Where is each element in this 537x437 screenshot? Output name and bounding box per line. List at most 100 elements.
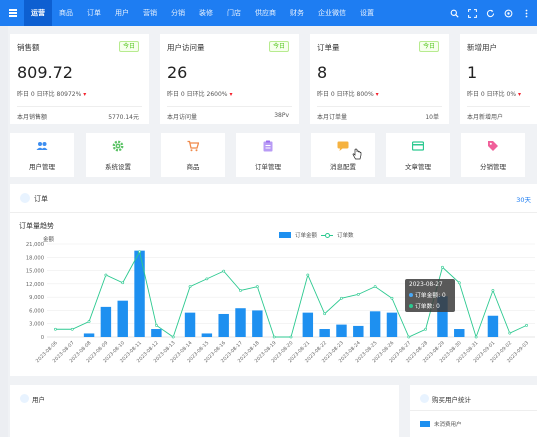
quick-link-label: 订单管理 — [255, 163, 281, 171]
quick-link-distribution[interactable]: 分销管理 — [461, 133, 525, 177]
quick-link-goods[interactable]: 商品 — [161, 133, 225, 177]
tooltip-value: 订单数: 0 — [415, 304, 440, 310]
y-tick-label: 0 — [41, 335, 44, 341]
search-icon[interactable] — [450, 9, 459, 18]
nav-item[interactable]: 营销 — [143, 9, 157, 17]
chart-line-point — [255, 285, 259, 289]
legend-label[interactable]: 订单金额 — [295, 233, 318, 239]
chart-bar — [319, 329, 330, 337]
chart-line-point — [188, 285, 192, 289]
card-icon — [412, 141, 424, 151]
nav-item[interactable]: 装修 — [199, 9, 213, 17]
nav-item[interactable]: 企业微信 — [318, 9, 346, 17]
chart-line-point — [407, 335, 411, 339]
chart-title: 订单量趋势 — [19, 222, 54, 230]
card-value: 26 — [167, 63, 188, 82]
chart-bar — [151, 329, 162, 337]
divider — [410, 410, 537, 411]
new-users-card: 新增用户 1 昨日 0 日环比 0% ▾ 本月新增用户 — [460, 34, 537, 124]
chart-line-point — [356, 292, 360, 296]
nav-item[interactable]: 分销 — [171, 9, 185, 17]
divider — [317, 106, 442, 107]
today-badge: 今日 — [418, 41, 439, 52]
buyer-stats-icon — [420, 394, 429, 403]
refresh-icon[interactable] — [486, 9, 495, 18]
buyer-stats-panel: 购买用户统计 未消费用户 — [410, 385, 537, 437]
chart-line-point — [289, 335, 293, 339]
y-tick-label: 6,000 — [29, 308, 44, 314]
chart-bar — [336, 324, 347, 337]
settings-icon[interactable] — [504, 9, 513, 18]
legend-label[interactable]: 订单数 — [337, 233, 354, 239]
nav-item[interactable]: 设置 — [360, 9, 374, 17]
panel-title: 购买用户统计 — [432, 396, 471, 404]
nav-item[interactable]: 用户 — [115, 9, 129, 17]
chart-line-point — [104, 273, 108, 277]
chart-line-point — [87, 320, 91, 323]
chart-line-point — [70, 327, 74, 331]
nav-item[interactable]: 供应商 — [255, 9, 276, 17]
card-compare: 昨日 0 日环比 800% ▾ — [317, 91, 379, 98]
quick-link-messages[interactable]: 消息配置 — [311, 133, 375, 177]
nav-item[interactable]: 财务 — [290, 9, 304, 17]
quick-link-label: 消息配置 — [330, 163, 356, 171]
cart-icon — [187, 140, 199, 152]
down-arrow-icon: ▾ — [83, 91, 87, 98]
quick-link-articles[interactable]: 文章管理 — [386, 133, 450, 177]
down-arrow-icon: ▾ — [517, 91, 521, 98]
y-tick-label: 3,000 — [29, 322, 44, 328]
main-nav: 运营 商品 订单 用户 营销 分销 装修 门店 供应商 财务 企业微信 设置 — [24, 0, 381, 26]
chart-bar — [117, 300, 128, 337]
card-foot-value: 38Pv — [274, 112, 289, 119]
chart-bar — [353, 325, 364, 337]
panel-title: 用户 — [32, 396, 45, 404]
quick-link-label: 文章管理 — [405, 163, 431, 171]
chart-line-point — [205, 277, 209, 281]
card-title: 销售额 — [17, 43, 40, 52]
y-tick-label: 12,000 — [26, 282, 44, 288]
nav-item[interactable]: 门店 — [227, 9, 241, 17]
gear-icon — [112, 140, 124, 152]
chart-bar — [487, 315, 499, 337]
card-foot-value: 5770.14元 — [108, 114, 139, 121]
users-icon — [36, 142, 48, 150]
chart-bar — [454, 329, 465, 337]
hamburger-menu-icon[interactable] — [6, 0, 20, 26]
quick-link-settings[interactable]: 系统设置 — [86, 133, 150, 177]
chart-line-point — [373, 285, 377, 289]
chart-line-point — [138, 250, 141, 254]
quick-link-orders[interactable]: 订单管理 — [236, 133, 300, 177]
top-navbar: 运营 商品 订单 用户 营销 分销 装修 门店 供应商 财务 企业微信 设置 — [0, 0, 537, 26]
nav-item[interactable]: 商品 — [59, 9, 73, 17]
chart-line-point — [222, 269, 226, 273]
chart-bar — [302, 312, 314, 337]
orders-title: 订单 — [34, 195, 48, 203]
tooltip-dot — [409, 303, 413, 308]
orders-panel-header: 订单 30天 — [10, 184, 537, 213]
tooltip-dot — [409, 292, 413, 297]
card-title: 用户访问量 — [167, 43, 205, 52]
fullscreen-icon[interactable] — [468, 8, 477, 18]
divider — [167, 106, 292, 107]
chart-line-point — [525, 323, 528, 327]
sales-card: 销售额 今日 809.72 昨日 0 日环比 80972% ▾ 本月销售额 57… — [10, 34, 149, 124]
range-selector[interactable]: 30天 — [516, 196, 531, 204]
message-icon — [337, 141, 349, 151]
quick-link-users[interactable]: 用户管理 — [10, 133, 74, 177]
hand-cursor-icon — [352, 148, 362, 160]
users-panel-icon — [20, 394, 29, 403]
legend-label[interactable]: 未消费用户 — [434, 422, 462, 428]
chart-bar — [184, 312, 196, 337]
chart-line-point — [323, 312, 327, 316]
nav-item[interactable]: 运营 — [24, 0, 52, 26]
chart-line-point — [272, 335, 276, 339]
top-tools — [450, 0, 531, 26]
card-foot-label: 本月访问量 — [167, 114, 198, 121]
nav-item[interactable]: 订单 — [87, 9, 101, 17]
more-icon[interactable] — [522, 9, 531, 18]
tooltip-row: 订单金额: 0 — [409, 290, 451, 299]
card-foot-label: 本月新增用户 — [467, 114, 504, 121]
card-compare: 昨日 0 日环比 0% ▾ — [467, 91, 521, 98]
card-title: 新增用户 — [467, 43, 497, 52]
